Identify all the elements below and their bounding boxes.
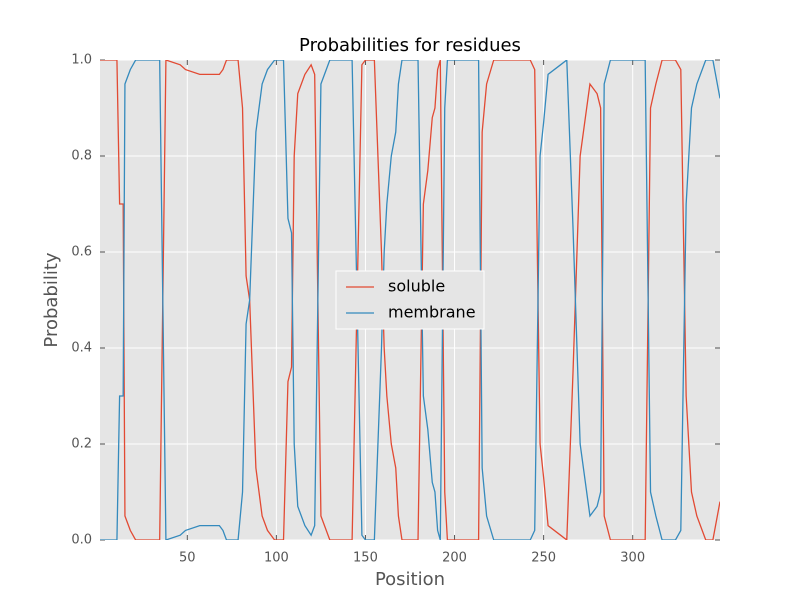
x-axis-label: Position bbox=[375, 569, 445, 590]
legend-label: membrane bbox=[388, 303, 476, 322]
y-tick-label: 0.4 bbox=[71, 341, 92, 356]
legend-box bbox=[335, 270, 485, 330]
series-line bbox=[100, 60, 720, 540]
y-axis-label: Probability bbox=[41, 252, 62, 347]
y-tick-label: 0.8 bbox=[71, 149, 92, 164]
x-tick-label: 150 bbox=[353, 551, 378, 566]
x-tick-label: 250 bbox=[531, 551, 556, 566]
chart-title: Probabilities for residues bbox=[299, 35, 521, 56]
y-tick-label: 1.0 bbox=[71, 53, 92, 68]
y-tick-label: 0.6 bbox=[71, 245, 92, 260]
x-tick-label: 300 bbox=[620, 551, 645, 566]
x-tick-label: 50 bbox=[179, 551, 196, 566]
y-tick-label: 0.0 bbox=[71, 533, 92, 548]
x-tick-label: 100 bbox=[264, 551, 289, 566]
legend-label: soluble bbox=[388, 277, 445, 296]
x-tick-label: 200 bbox=[442, 551, 467, 566]
series-line bbox=[100, 60, 720, 540]
y-tick-label: 0.2 bbox=[71, 437, 92, 452]
